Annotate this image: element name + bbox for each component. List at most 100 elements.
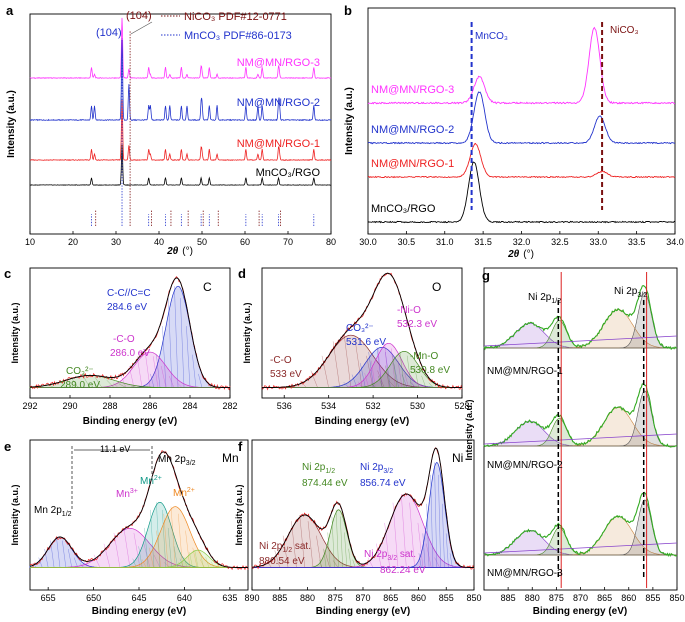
panel-e-hatch-3-1 [192, 547, 198, 568]
panel-e-hatch-0-6 [44, 548, 49, 568]
panel-g-s2-envelope [484, 491, 678, 557]
panel-g-s1-envelope [483, 383, 678, 448]
panel-f-component-3 [252, 462, 474, 568]
panel-a-xlabel: 2θ (°) [166, 246, 193, 257]
panel-f-p32sat-main: Ni 2p [364, 549, 388, 560]
panel-g-tick-label-7: 850 [669, 593, 684, 603]
panel-d-ylabel: Intensity (a.u.) [242, 302, 252, 363]
panel-e-tick-label-1: 650 [86, 593, 101, 603]
panel-d-tick-label-2: 532 [366, 401, 381, 411]
panel-a-series [29, 17, 332, 186]
panel-d-hatch-0-7 [310, 370, 318, 388]
panel-c-envelope [29, 277, 230, 389]
panel-b-tick-label-1: 30.5 [398, 237, 416, 247]
panel-e-hatch-0-2 [68, 548, 72, 568]
panel-d-comp4-value: 530.8 eV [410, 365, 450, 376]
panel-a-ticks: 10 20 30 40 50 60 70 80 [25, 231, 336, 247]
panel-c-hatch-2-3 [94, 376, 103, 388]
panel-letter-b: b [344, 3, 352, 18]
panel-a-ylabel: Intensity (a.u.) [6, 90, 17, 158]
panel-g-s2-baseline [483, 542, 678, 554]
panel-c-comp2-value: 286.0 eV [110, 348, 150, 359]
panel-a-line-3 [29, 144, 332, 186]
panel-e-mn2b: Mn2+ [173, 487, 195, 499]
panel-f-tick-label-1: 885 [272, 593, 287, 603]
panel-a-label-rgo1: NM@MN/RGO-1 [237, 138, 320, 150]
panel-c-hatch-2-6 [58, 380, 67, 388]
panel-b-label-mnco3rgo: MnCO₃/RGO [371, 203, 436, 215]
panel-f-p12sat-sub: 1/2 [282, 547, 292, 554]
panel-f-p12-main: Ni 2p [302, 462, 326, 473]
panel-c-hatch-0-3 [180, 298, 185, 388]
panel-e-hatch-0-8 [32, 563, 37, 568]
panel-e-hatch-3-3 [178, 513, 183, 568]
panel-f-p32: Ni 2p3/2 [360, 462, 393, 475]
panel-e-hatch-2-3 [162, 509, 166, 568]
panel-b-tick-label-2: 31.0 [436, 237, 454, 247]
panel-c-hatch-1-3 [153, 356, 159, 388]
panel-d-hatch-2-8 [357, 381, 363, 388]
panel-f-tick-label-6: 860 [411, 593, 426, 603]
panel-g-plot [483, 272, 678, 588]
panel-f-ylabel: Intensity (a.u.) [234, 484, 244, 545]
panel-e-mn2a-main: Mn [140, 476, 154, 487]
panel-e-hatch-2-6 [144, 527, 149, 568]
panel-e-xlabel: Binding energy (eV) [92, 606, 186, 617]
panel-e-hatch-1-1 [153, 554, 161, 568]
panel-f-tick-label-3: 875 [328, 593, 343, 603]
panel-d-comp3-value: 532.3 eV [397, 319, 437, 330]
panel-c-hatch-1-2 [161, 366, 167, 388]
panel-e-hatch-4-6 [183, 556, 188, 568]
panel-d-xlabel: Binding energy (eV) [315, 416, 409, 427]
panel-a-tick-label-4: 50 [197, 237, 207, 247]
panel-d-hatch-1-5 [368, 352, 374, 388]
panel-c-hatch-0-1 [192, 354, 197, 388]
panel-b-tick-label-8: 34.0 [666, 237, 684, 247]
panel-d-hatch-3-1 [421, 375, 427, 388]
panel-e-hatch-1-8 [83, 562, 91, 568]
panel-f-p32sat-value: 862.24 eV [380, 565, 426, 576]
panel-d-plot [261, 272, 463, 391]
panel-f-element: Ni [452, 451, 463, 465]
panel-a-tick-label-7: 80 [326, 237, 336, 247]
panel-letter-a: a [6, 3, 14, 18]
panel-g-xlabel: Binding energy (eV) [533, 606, 627, 617]
panel-g-p32-sub: 3/2 [637, 292, 647, 299]
panel-c-tick-label-0: 292 [22, 401, 37, 411]
panel-e-mn2p12: Mn 2p1/2 [34, 505, 72, 518]
panel-g: g Intensity (a.u.) 885 880 875 870 865 860 855… [464, 267, 685, 617]
panel-letter-g: g [482, 268, 490, 283]
panel-e-splitting: 11.1 eV [100, 444, 130, 454]
panel-e-mn2b-main: Mn [173, 488, 187, 499]
panel-f-p32-main: Ni 2p [360, 462, 384, 473]
panel-e-tick-label-4: 635 [222, 593, 237, 603]
panel-g-tick-label-2: 875 [549, 593, 564, 603]
panel-a-tick-label-2: 30 [111, 237, 121, 247]
panel-c-hatch-0-8 [150, 373, 155, 388]
panel-g-label-rgo2: NM@MN/RGO-2 [487, 460, 563, 471]
panel-a-line-0 [29, 17, 332, 79]
panel-e-hatch-3-5 [163, 513, 169, 568]
panel-e-hatch-0-4 [56, 537, 61, 568]
panel-c-tick-label-5: 282 [222, 401, 237, 411]
panel-d-tick-label-3: 530 [410, 401, 425, 411]
panel-g-s0-envelope [483, 284, 678, 351]
panel-c-tick-label-4: 284 [182, 401, 197, 411]
panel-b-tick-label-4: 32.0 [513, 237, 531, 247]
panel-c-hatch-0-6 [162, 326, 167, 388]
panel-f-hatch-1-5 [331, 516, 335, 568]
panel-g-tick-label-5: 860 [621, 593, 636, 603]
panel-c-comp1-value: 284.6 eV [107, 302, 147, 313]
panel-b-xlabel: 2θ (°) [507, 249, 534, 260]
panel-f-p12: Ni 2p1/2 [302, 462, 335, 475]
panel-a-tick-label-3: 40 [154, 237, 164, 247]
panel-d-hatch-2-3 [391, 348, 396, 388]
panel-e-hatch-0-1 [73, 557, 78, 568]
panel-f-hatch-3-8 [418, 553, 422, 568]
panel-c-hatch-1-8 [113, 382, 119, 388]
panel-e-envelope [29, 451, 248, 568]
panel-b-marker-nico3: NiCO₃ [610, 25, 639, 36]
panel-f-hatch-0-4 [299, 514, 305, 568]
panel-d-comp1-label: -C-O [270, 355, 292, 366]
panel-e-ylabel: Intensity (a.u.) [10, 484, 20, 545]
